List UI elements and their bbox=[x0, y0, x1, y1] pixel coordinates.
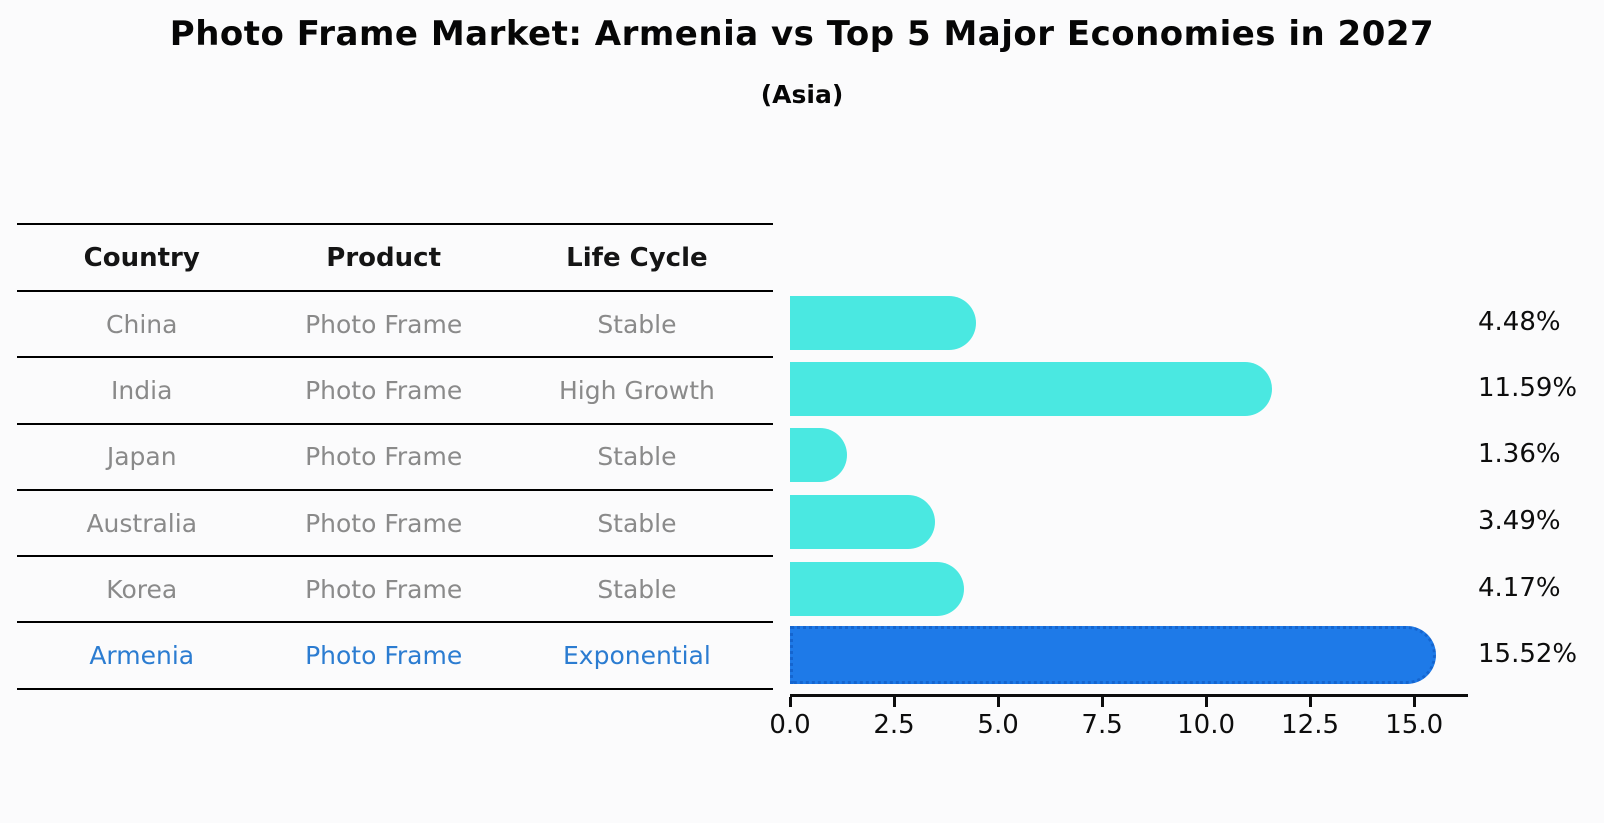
country-cell: Korea bbox=[106, 574, 178, 604]
chart-subtitle: (Asia) bbox=[760, 80, 844, 109]
product-cell: Photo Frame bbox=[305, 508, 463, 538]
column-header-country: Country bbox=[83, 242, 200, 273]
life-cycle-cell: Stable bbox=[597, 309, 677, 339]
x-tick-label: 7.5 bbox=[1081, 710, 1123, 740]
country-cell: Armenia bbox=[89, 641, 195, 671]
bar-value-label-korea: 4.17% bbox=[1478, 573, 1561, 603]
x-axis-tick bbox=[1412, 697, 1416, 707]
product-cell: Photo Frame bbox=[305, 309, 463, 339]
product-cell: Photo Frame bbox=[305, 442, 463, 472]
x-axis-tick bbox=[1204, 697, 1208, 707]
x-tick-label: 12.5 bbox=[1281, 710, 1340, 740]
x-axis-line bbox=[790, 694, 1468, 697]
country-cell: Japan bbox=[106, 442, 177, 472]
country-cell: Australia bbox=[86, 508, 198, 538]
table-row-china: China Photo Frame Stable bbox=[17, 292, 773, 359]
bar-china bbox=[790, 296, 977, 350]
x-axis-tick bbox=[788, 697, 792, 707]
x-axis-tick bbox=[996, 697, 1000, 707]
x-tick-label: 0.0 bbox=[769, 710, 811, 740]
x-axis-tick bbox=[1100, 697, 1104, 707]
product-cell: Photo Frame bbox=[305, 375, 463, 405]
life-cycle-cell: Stable bbox=[597, 574, 677, 604]
bar-australia bbox=[790, 495, 936, 549]
life-cycle-cell: Exponential bbox=[562, 641, 711, 671]
column-header-life-cycle: Life Cycle bbox=[566, 242, 708, 273]
x-tick-label: 10.0 bbox=[1177, 710, 1236, 740]
bar-armenia-highlighted bbox=[790, 626, 1436, 684]
bar-value-label-armenia: 15.52% bbox=[1478, 639, 1578, 669]
x-tick-label: 15.0 bbox=[1385, 710, 1444, 740]
country-cell: India bbox=[111, 375, 173, 405]
bar-india bbox=[790, 362, 1273, 416]
x-axis-tick bbox=[892, 697, 896, 707]
chart-title: Photo Frame Market: Armenia vs Top 5 Maj… bbox=[169, 14, 1435, 54]
table-row-australia: Australia Photo Frame Stable bbox=[17, 491, 773, 558]
product-cell: Photo Frame bbox=[305, 574, 463, 604]
table-row-japan: Japan Photo Frame Stable bbox=[17, 425, 773, 491]
bar-korea bbox=[790, 562, 964, 616]
bar-value-label-japan: 1.36% bbox=[1478, 439, 1561, 469]
life-cycle-cell: High Growth bbox=[558, 375, 715, 405]
life-cycle-cell: Stable bbox=[597, 508, 677, 538]
product-cell: Photo Frame bbox=[305, 641, 463, 671]
table-header-row: Country Product Life Cycle bbox=[17, 225, 773, 292]
column-header-product: Product bbox=[326, 242, 441, 273]
x-axis: 0.0 2.5 5.0 7.5 10.0 12.5 15.0 bbox=[769, 697, 1467, 757]
table-row-india: India Photo Frame High Growth bbox=[17, 358, 773, 425]
table-row-korea: Korea Photo Frame Stable bbox=[17, 557, 773, 624]
country-cell: China bbox=[106, 309, 178, 339]
x-tick-label: 2.5 bbox=[873, 710, 915, 740]
country-table: Country Product Life Cycle China Photo F… bbox=[17, 223, 773, 690]
x-axis-tick bbox=[1308, 697, 1312, 707]
x-tick-label: 5.0 bbox=[977, 710, 1019, 740]
bar-japan bbox=[790, 428, 847, 482]
table-row-armenia: Armenia Photo Frame Exponential bbox=[17, 623, 773, 690]
bar-value-label-australia: 3.49% bbox=[1478, 506, 1561, 536]
bar-plot-area bbox=[790, 290, 1467, 695]
life-cycle-cell: Stable bbox=[597, 442, 677, 472]
bar-value-label-china: 4.48% bbox=[1478, 307, 1561, 337]
bar-value-label-india: 11.59% bbox=[1478, 373, 1578, 403]
